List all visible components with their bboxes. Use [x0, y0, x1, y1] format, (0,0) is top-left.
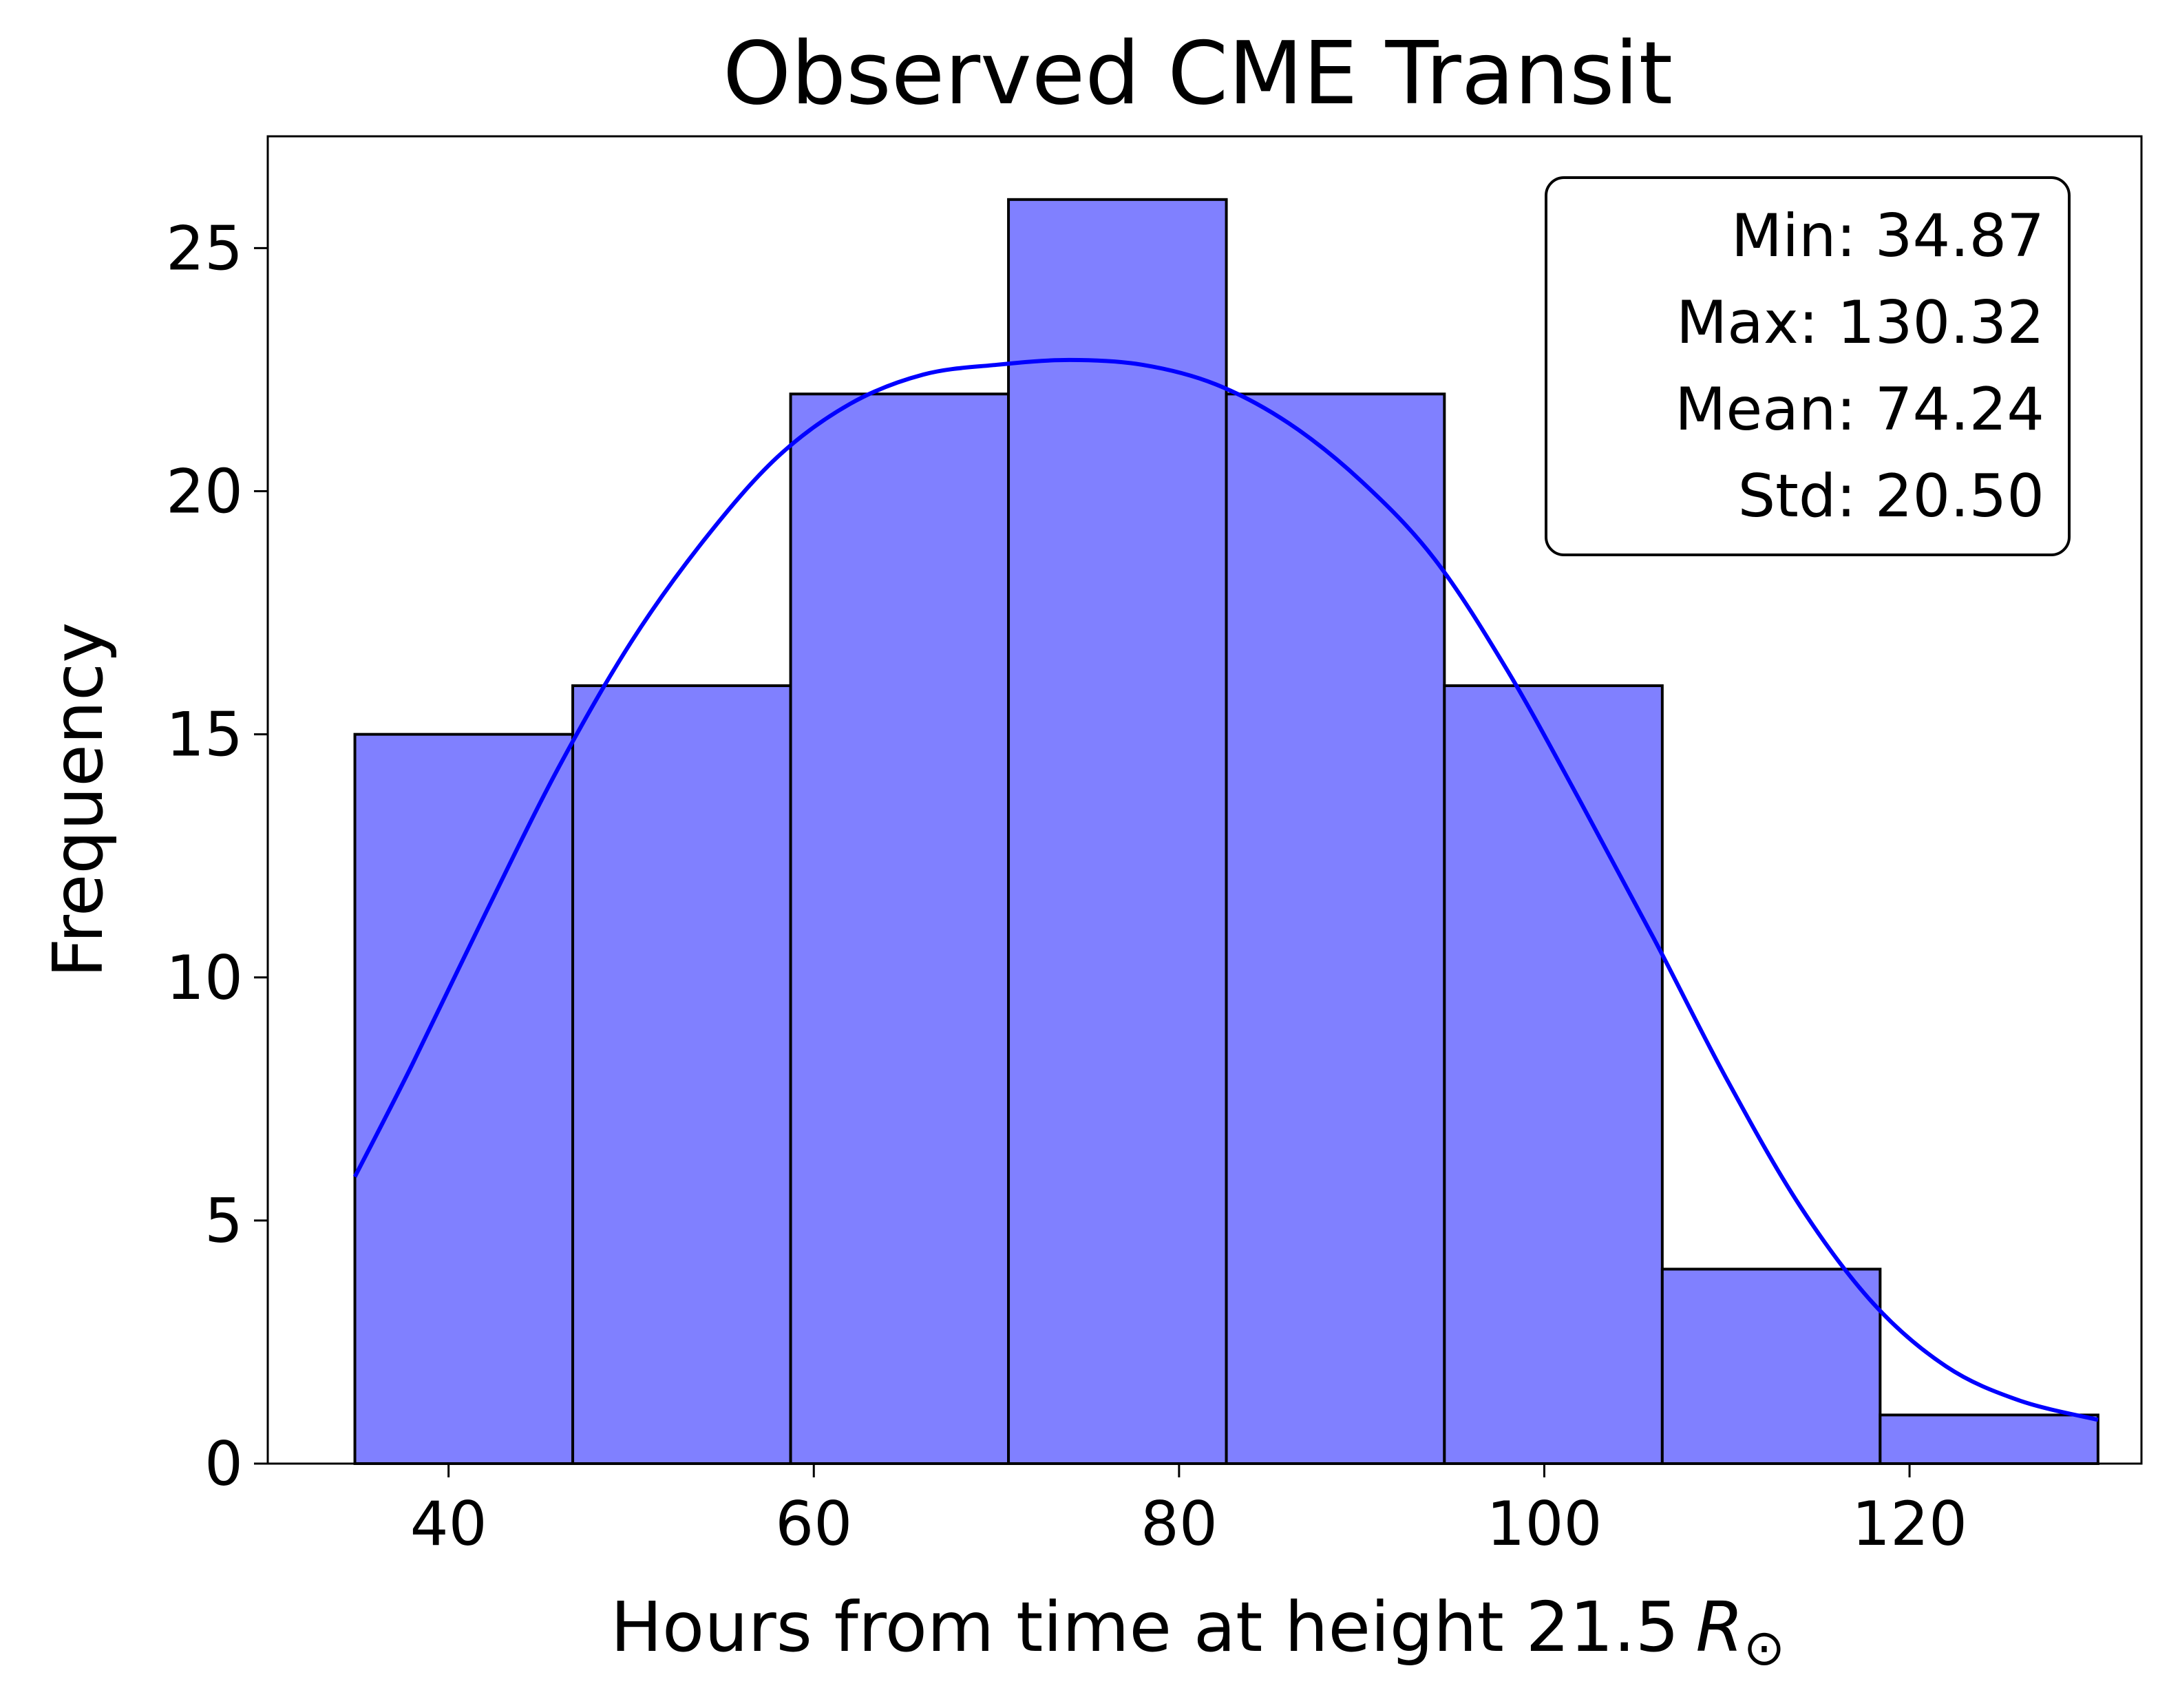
stats-min: Min: 34.87	[1731, 202, 2044, 271]
y-tick-label: 10	[166, 942, 243, 1013]
y-tick-label: 20	[166, 456, 243, 527]
x-tick-label: 100	[1486, 1488, 1602, 1559]
x-tick-label: 40	[410, 1488, 487, 1559]
y-axis-label: Frequency	[38, 622, 118, 978]
histogram-bar	[1660, 1267, 1882, 1465]
stats-max: Max: 130.32	[1676, 288, 2044, 357]
histogram-bar	[1443, 684, 1664, 1465]
stats-mean: Mean: 74.24	[1675, 375, 2044, 444]
x-tick-label: 120	[1852, 1488, 1967, 1559]
bars-group	[353, 198, 2099, 1465]
x-axis-label: Hours from time at height 21.5 R⊙	[611, 1587, 1785, 1676]
y-axis-ticks: 0 5 10 15 20 25	[166, 213, 268, 1499]
stats-box: Min: 34.87 Max: 130.32 Mean: 74.24 Std: …	[1545, 176, 2071, 556]
x-axis-label-text: Hours from time at height 21.5	[611, 1587, 1679, 1667]
histogram-bar	[1225, 392, 1446, 1465]
x-axis-ticks: 40 60 80 100 120	[410, 1464, 1967, 1559]
x-axis-label-symbol: R	[1695, 1587, 1743, 1667]
kde-group	[352, 357, 2099, 1422]
stats-std: Std: 20.50	[1738, 462, 2044, 531]
y-tick-label: 25	[166, 213, 243, 284]
y-tick-label: 0	[204, 1428, 243, 1499]
x-tick-label: 80	[1141, 1488, 1218, 1559]
histogram-bar	[571, 684, 792, 1465]
x-tick-label: 60	[775, 1488, 852, 1559]
plot-frame	[266, 135, 2143, 1465]
histogram-bar	[1879, 1413, 2099, 1465]
kde-line	[352, 357, 2099, 1422]
x-axis-label-subscript: ⊙	[1744, 1619, 1785, 1676]
y-tick-label: 5	[204, 1185, 243, 1256]
histogram-bar	[353, 732, 575, 1465]
chart-title: Observed CME Transit	[723, 23, 1673, 124]
histogram-bar	[1007, 198, 1228, 1465]
y-tick-label: 15	[166, 699, 243, 770]
stats-box-frame	[1545, 176, 2071, 556]
histogram-bar	[789, 392, 1011, 1465]
